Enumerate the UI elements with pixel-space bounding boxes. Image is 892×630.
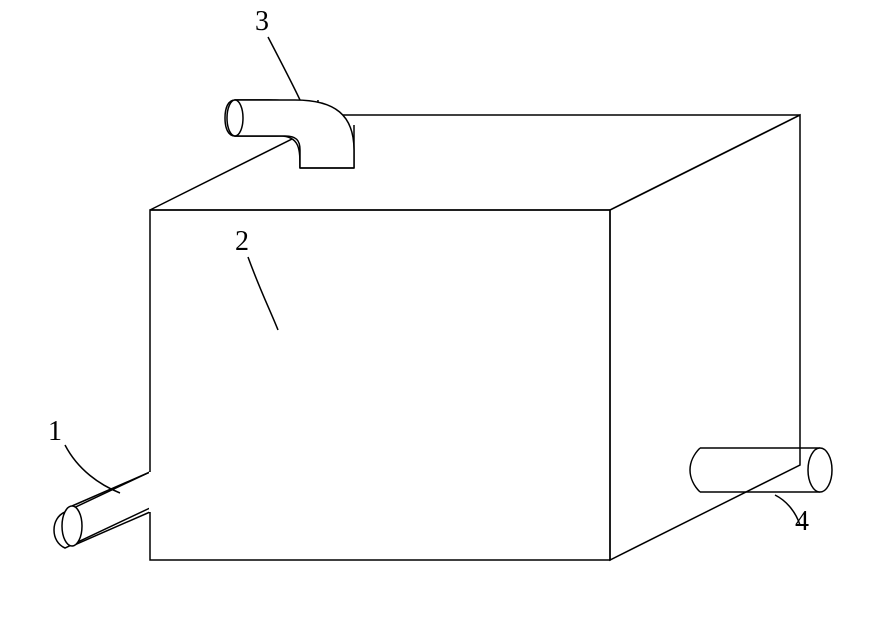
outlet-pipe-right [690, 445, 832, 493]
label-3-text: 3 [255, 6, 269, 37]
label-3: 3 [255, 6, 300, 100]
main-box-body [150, 115, 800, 560]
label-2-text: 2 [235, 226, 249, 257]
top-elbow-pipe [225, 72, 354, 171]
label-2: 2 [235, 226, 278, 330]
label-1-text: 1 [48, 416, 62, 447]
label-1: 1 [48, 416, 120, 493]
label-4: 4 [775, 495, 809, 537]
label-4-text: 4 [795, 506, 809, 537]
diagram-canvas: 1 2 3 4 [0, 0, 892, 630]
